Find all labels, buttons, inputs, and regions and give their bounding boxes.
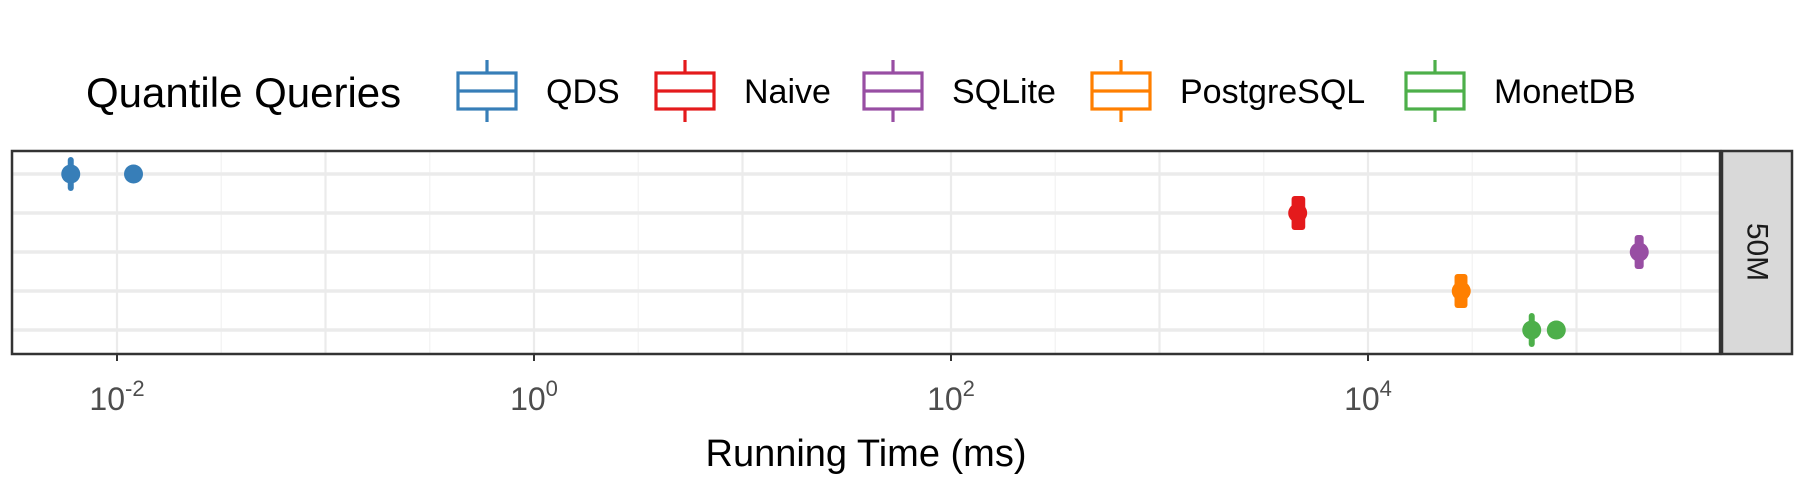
box-median: [1629, 242, 1649, 262]
x-tick-label: 102: [927, 376, 975, 417]
grid: [12, 151, 1720, 354]
box-postgresql: [1451, 274, 1471, 308]
plot-border: [10, 149, 1722, 356]
x-tick-label: 10-2: [89, 376, 144, 417]
box-monetdb: [1522, 313, 1566, 347]
legend-item-qds: QDS: [456, 60, 620, 122]
legend-key: [654, 60, 716, 122]
x-tick-label: 104: [1344, 376, 1392, 417]
box-median: [61, 164, 81, 184]
box-median: [1522, 320, 1542, 340]
legend-label: SQLite: [952, 73, 1056, 111]
x-axis: 10-2 100 102 104: [89, 354, 1392, 417]
legend-item-monetdb: MonetDB: [1404, 60, 1636, 122]
legend-key: [862, 60, 924, 122]
box-median: [1451, 281, 1471, 301]
data-marks: [61, 157, 1649, 347]
legend-item-naive: Naive: [654, 60, 831, 122]
legend: Quantile Queries QDS Naive SQLite PostgreSQ…: [86, 60, 1636, 122]
legend-label: PostgreSQL: [1180, 73, 1365, 111]
legend-key: [1090, 60, 1152, 122]
legend-item-postgresql: PostgreSQL: [1090, 60, 1365, 122]
outlier-point: [124, 164, 144, 184]
box-qds: [61, 157, 144, 191]
facet-strip-box: [1720, 149, 1794, 356]
legend-key: [456, 60, 518, 122]
legend-label: MonetDB: [1494, 73, 1636, 111]
legend-label: Naive: [744, 73, 831, 111]
legend-label: QDS: [546, 73, 620, 111]
x-axis-title: Running Time (ms): [706, 433, 1027, 475]
legend-key: [1404, 60, 1466, 122]
box-median: [1288, 203, 1308, 223]
facet-strip-label: 50M: [1741, 223, 1774, 281]
facet-strip: 50M: [1720, 149, 1794, 356]
outlier-point: [1546, 320, 1566, 340]
box-sqlite: [1629, 235, 1649, 269]
legend-item-sqlite: SQLite: [862, 60, 1056, 122]
box-naive: [1288, 196, 1308, 230]
x-tick-label: 100: [510, 376, 558, 417]
legend-title: Quantile Queries: [86, 69, 401, 116]
